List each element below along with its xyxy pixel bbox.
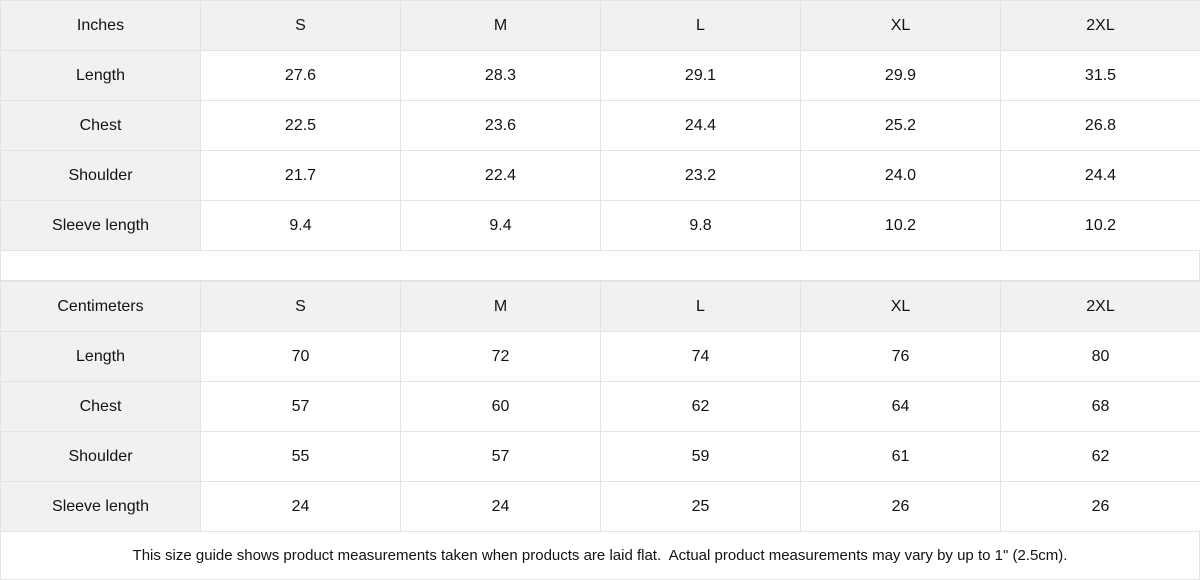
measure-value: 72 <box>400 331 601 382</box>
measure-value: 9.4 <box>400 200 601 251</box>
size-table-inches-head: Inches S M L XL 2XL <box>0 0 1200 51</box>
table-row: Length 27.6 28.3 29.1 29.9 31.5 <box>0 50 1200 101</box>
measure-value: 24 <box>400 481 601 532</box>
measure-label-sleeve-length: Sleeve length <box>0 200 201 251</box>
table-row: Sleeve length 9.4 9.4 9.8 10.2 10.2 <box>0 200 1200 251</box>
size-table-centimeters-body: Length 70 72 74 76 80 Chest 57 60 62 64 … <box>0 331 1200 532</box>
table-header-row: Inches S M L XL 2XL <box>0 0 1200 51</box>
measure-value: 9.4 <box>200 200 401 251</box>
measure-value: 22.4 <box>400 150 601 201</box>
size-header-m: M <box>400 0 601 51</box>
size-header-2xl: 2XL <box>1000 0 1200 51</box>
size-header-l: L <box>600 0 801 51</box>
table-row: Length 70 72 74 76 80 <box>0 331 1200 382</box>
measure-value: 26 <box>800 481 1001 532</box>
measure-value: 21.7 <box>200 150 401 201</box>
measure-value: 57 <box>200 381 401 432</box>
size-table-inches-body: Length 27.6 28.3 29.1 29.9 31.5 Chest 22… <box>0 50 1200 251</box>
table-separator <box>0 251 1200 281</box>
table-row: Sleeve length 24 24 25 26 26 <box>0 481 1200 532</box>
measure-label-length: Length <box>0 331 201 382</box>
size-table-centimeters-head: Centimeters S M L XL 2XL <box>0 281 1200 332</box>
size-header-l: L <box>600 281 801 332</box>
table-row: Chest 57 60 62 64 68 <box>0 381 1200 432</box>
measure-value: 80 <box>1000 331 1200 382</box>
measure-value: 60 <box>400 381 601 432</box>
table-row: Shoulder 55 57 59 61 62 <box>0 431 1200 482</box>
measure-value: 26.8 <box>1000 100 1200 151</box>
unit-label-centimeters: Centimeters <box>0 281 201 332</box>
measure-label-chest: Chest <box>0 381 201 432</box>
measure-value: 62 <box>600 381 801 432</box>
measure-value: 10.2 <box>800 200 1001 251</box>
measure-value: 62 <box>1000 431 1200 482</box>
size-table-inches: Inches S M L XL 2XL Length 27.6 28.3 29.… <box>0 0 1200 251</box>
measure-value: 24.4 <box>1000 150 1200 201</box>
measure-value: 24.4 <box>600 100 801 151</box>
measure-value: 29.9 <box>800 50 1001 101</box>
measure-value: 31.5 <box>1000 50 1200 101</box>
measure-value: 68 <box>1000 381 1200 432</box>
measure-value: 23.6 <box>400 100 601 151</box>
measure-value: 76 <box>800 331 1001 382</box>
unit-label-inches: Inches <box>0 0 201 51</box>
measure-value: 64 <box>800 381 1001 432</box>
measure-value: 25.2 <box>800 100 1001 151</box>
measure-value: 74 <box>600 331 801 382</box>
measure-value: 24 <box>200 481 401 532</box>
measure-value: 55 <box>200 431 401 482</box>
size-header-xl: XL <box>800 0 1001 51</box>
measure-value: 22.5 <box>200 100 401 151</box>
measure-value: 61 <box>800 431 1001 482</box>
size-table-centimeters: Centimeters S M L XL 2XL Length 70 72 74… <box>0 281 1200 532</box>
measure-value: 23.2 <box>600 150 801 201</box>
table-header-row: Centimeters S M L XL 2XL <box>0 281 1200 332</box>
measure-value: 25 <box>600 481 801 532</box>
measure-label-chest: Chest <box>0 100 201 151</box>
measure-value: 59 <box>600 431 801 482</box>
size-header-s: S <box>200 0 401 51</box>
measure-value: 29.1 <box>600 50 801 101</box>
measure-label-length: Length <box>0 50 201 101</box>
table-row: Shoulder 21.7 22.4 23.2 24.0 24.4 <box>0 150 1200 201</box>
size-header-2xl: 2XL <box>1000 281 1200 332</box>
measure-value: 70 <box>200 331 401 382</box>
measure-value: 28.3 <box>400 50 601 101</box>
size-header-s: S <box>200 281 401 332</box>
measure-value: 26 <box>1000 481 1200 532</box>
measure-value: 9.8 <box>600 200 801 251</box>
measure-value: 24.0 <box>800 150 1001 201</box>
table-row: Chest 22.5 23.6 24.4 25.2 26.8 <box>0 100 1200 151</box>
size-guide-note: This size guide shows product measuremen… <box>0 532 1200 580</box>
measure-value: 57 <box>400 431 601 482</box>
measure-label-sleeve-length: Sleeve length <box>0 481 201 532</box>
measure-label-shoulder: Shoulder <box>0 150 201 201</box>
size-header-xl: XL <box>800 281 1001 332</box>
measure-value: 27.6 <box>200 50 401 101</box>
measure-value: 10.2 <box>1000 200 1200 251</box>
measure-label-shoulder: Shoulder <box>0 431 201 482</box>
size-header-m: M <box>400 281 601 332</box>
